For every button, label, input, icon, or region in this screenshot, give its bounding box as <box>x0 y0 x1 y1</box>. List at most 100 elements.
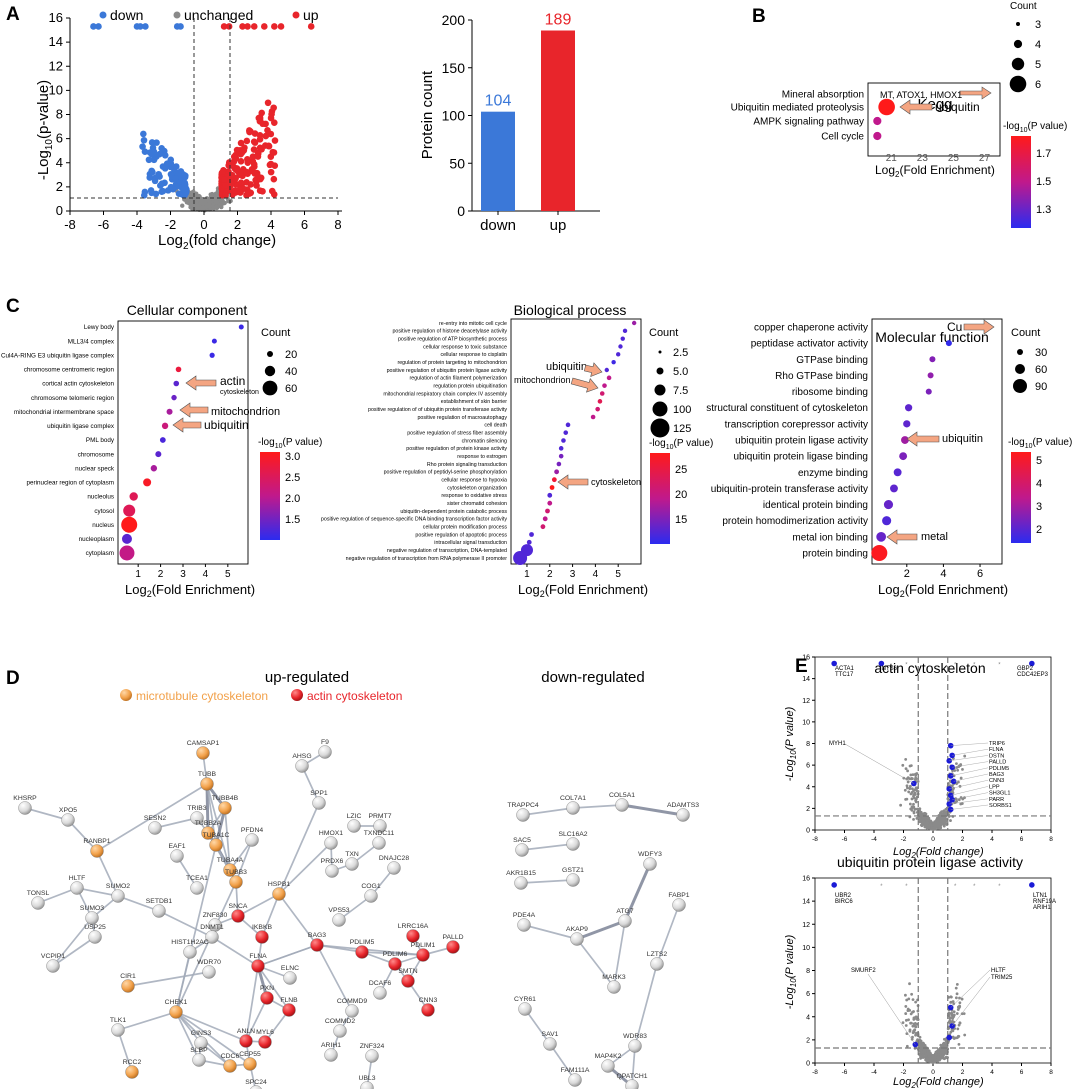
network-node-label: ELNC <box>281 965 299 972</box>
volcano-point-down <box>90 23 97 30</box>
enrichment-bubble <box>121 516 138 533</box>
network-node-label: DNMT1 <box>200 924 224 931</box>
network-node-label: TUBB2A <box>195 820 222 827</box>
enrichment-bubble <box>171 394 177 401</box>
volcano-xlabel: Log2(fold change) <box>158 232 276 252</box>
network-node <box>333 1024 347 1038</box>
network-node-label: FLNB <box>280 997 298 1004</box>
network-node <box>373 986 387 1000</box>
e-bottom-label-birc6: BIRC6 <box>835 899 853 905</box>
network-node-label: PDLIM1 <box>411 942 436 949</box>
bp-count-label: 5.0 <box>673 366 688 378</box>
legend-unchanged-label: unchanged <box>184 7 253 23</box>
enrichment-bubble <box>547 500 553 506</box>
e-point-grey <box>918 1035 922 1039</box>
volcano-actin-cytoskeleton: actin cytoskeleton -8 -6 -4 -2 0 2 4 6 8 0 2 4 6 8 10 1… <box>784 655 1053 861</box>
term-label: transcription corepressor activity <box>725 419 868 430</box>
e-point-grey <box>914 776 918 780</box>
network-edge <box>175 1011 247 1042</box>
network-node <box>406 929 420 943</box>
term-label: positive regulation of macroautophagy <box>417 415 507 421</box>
network-node-label: MARK3 <box>602 974 626 981</box>
network-node <box>607 980 621 994</box>
term-label: positive regulation of of ubiquitin prot… <box>368 407 507 413</box>
network-node <box>676 808 690 822</box>
e-top-gene-label: FLNA <box>989 747 1004 753</box>
cc-pv-tick: 1.5 <box>285 514 300 526</box>
term-label: positive regulation of ATP biosynthetic … <box>398 337 507 343</box>
volcano-point-down <box>158 145 165 152</box>
volcano-point-down <box>150 148 158 155</box>
network-node <box>388 957 402 971</box>
mf-count-label: 30 <box>1035 347 1047 359</box>
network-node <box>365 1049 379 1063</box>
bp-count-legend: 2.5 5.0 7.5 100 125 <box>650 347 691 438</box>
e-point-grey <box>914 1025 918 1029</box>
network-node <box>245 833 259 847</box>
network-node <box>255 930 269 944</box>
volcano-point-down <box>156 150 163 158</box>
volcano-point-up <box>242 168 250 176</box>
network-edge <box>24 807 69 821</box>
bp-xlabel: Log2(Fold Enrichment) <box>518 582 648 599</box>
network-node-label: PDLIM5 <box>350 939 375 946</box>
network-node <box>325 864 339 878</box>
term-label: cortical actin cytoskeleton <box>42 381 114 388</box>
enrichment-bubble <box>175 366 182 373</box>
e-point-grey <box>913 807 917 811</box>
enrichment-bubble <box>904 404 913 412</box>
term-label: intracellular signal transduction <box>434 540 507 546</box>
network-node <box>258 1035 272 1049</box>
network-panel: up-regulated down-regulated microtubule … <box>13 669 699 1089</box>
e-point-grey <box>926 821 930 825</box>
e-bottom-leader-smurf2 <box>867 973 916 1045</box>
e-point-grey <box>913 1022 917 1025</box>
mf-count-marker <box>1017 349 1023 355</box>
e-point-grey <box>906 780 910 784</box>
network-edge <box>211 936 259 967</box>
network-node-label: HSPB1 <box>268 881 291 888</box>
network-edge <box>623 863 652 922</box>
network-node-label: SAV1 <box>542 1031 559 1038</box>
network-node-label: HLTF <box>69 875 86 882</box>
network-node <box>615 798 629 812</box>
e-point-grey <box>942 1050 946 1054</box>
network-node-label: USP25 <box>84 924 106 931</box>
volcano-point-unchanged <box>189 190 195 195</box>
bp-plot-frame <box>510 318 642 565</box>
volcano-point-up <box>237 189 244 196</box>
network-node-label: WDR83 <box>623 1033 647 1040</box>
network-node-label: CIR1 <box>120 973 136 980</box>
network-node-label: PRMT7 <box>368 813 391 820</box>
e-point-grey <box>914 1033 917 1037</box>
network-edge <box>278 893 318 946</box>
mf-count-marker <box>1013 379 1027 393</box>
enrichment-bubble <box>945 340 952 347</box>
volcano-legend: down unchanged up <box>99 7 319 23</box>
bp-pv-tick: 15 <box>675 514 687 526</box>
e-point-grey <box>942 809 945 813</box>
e-top-label-ttc17: TTC17 <box>835 672 854 678</box>
kegg-x-tick-label: 25 <box>948 153 960 164</box>
kegg-bubble <box>873 116 882 126</box>
network-edge <box>522 807 574 816</box>
term-label: MLL3/4 complex <box>68 338 115 345</box>
enrichment-bubble <box>890 484 898 493</box>
network-node <box>111 1023 125 1037</box>
network-node-label: IKBKB <box>252 924 272 931</box>
volcano-point-up <box>254 172 261 179</box>
e-top-gene-label: BAG3 <box>989 772 1004 778</box>
network-node <box>643 857 657 871</box>
network-node-label: PDE4A <box>513 912 536 919</box>
volcano-point-down <box>181 179 189 187</box>
e-x-tick-label: 0 <box>931 1069 935 1076</box>
enrichment-bubble <box>927 372 934 379</box>
x-tick-label: 4 <box>203 569 209 580</box>
bar-chart-a: 0 50 100 150 200 104 down 189 up Protein count <box>419 12 600 234</box>
enrichment-bubble <box>597 399 603 404</box>
term-label: chromosome telomeric region <box>31 395 114 402</box>
kegg-content: Mineral absorption Ubiquitin mediated pro… <box>731 86 992 164</box>
bar-value-down: 104 <box>485 93 512 110</box>
network-node-label: TXN <box>345 851 359 858</box>
bar-y-tick-label: 50 <box>449 155 465 171</box>
